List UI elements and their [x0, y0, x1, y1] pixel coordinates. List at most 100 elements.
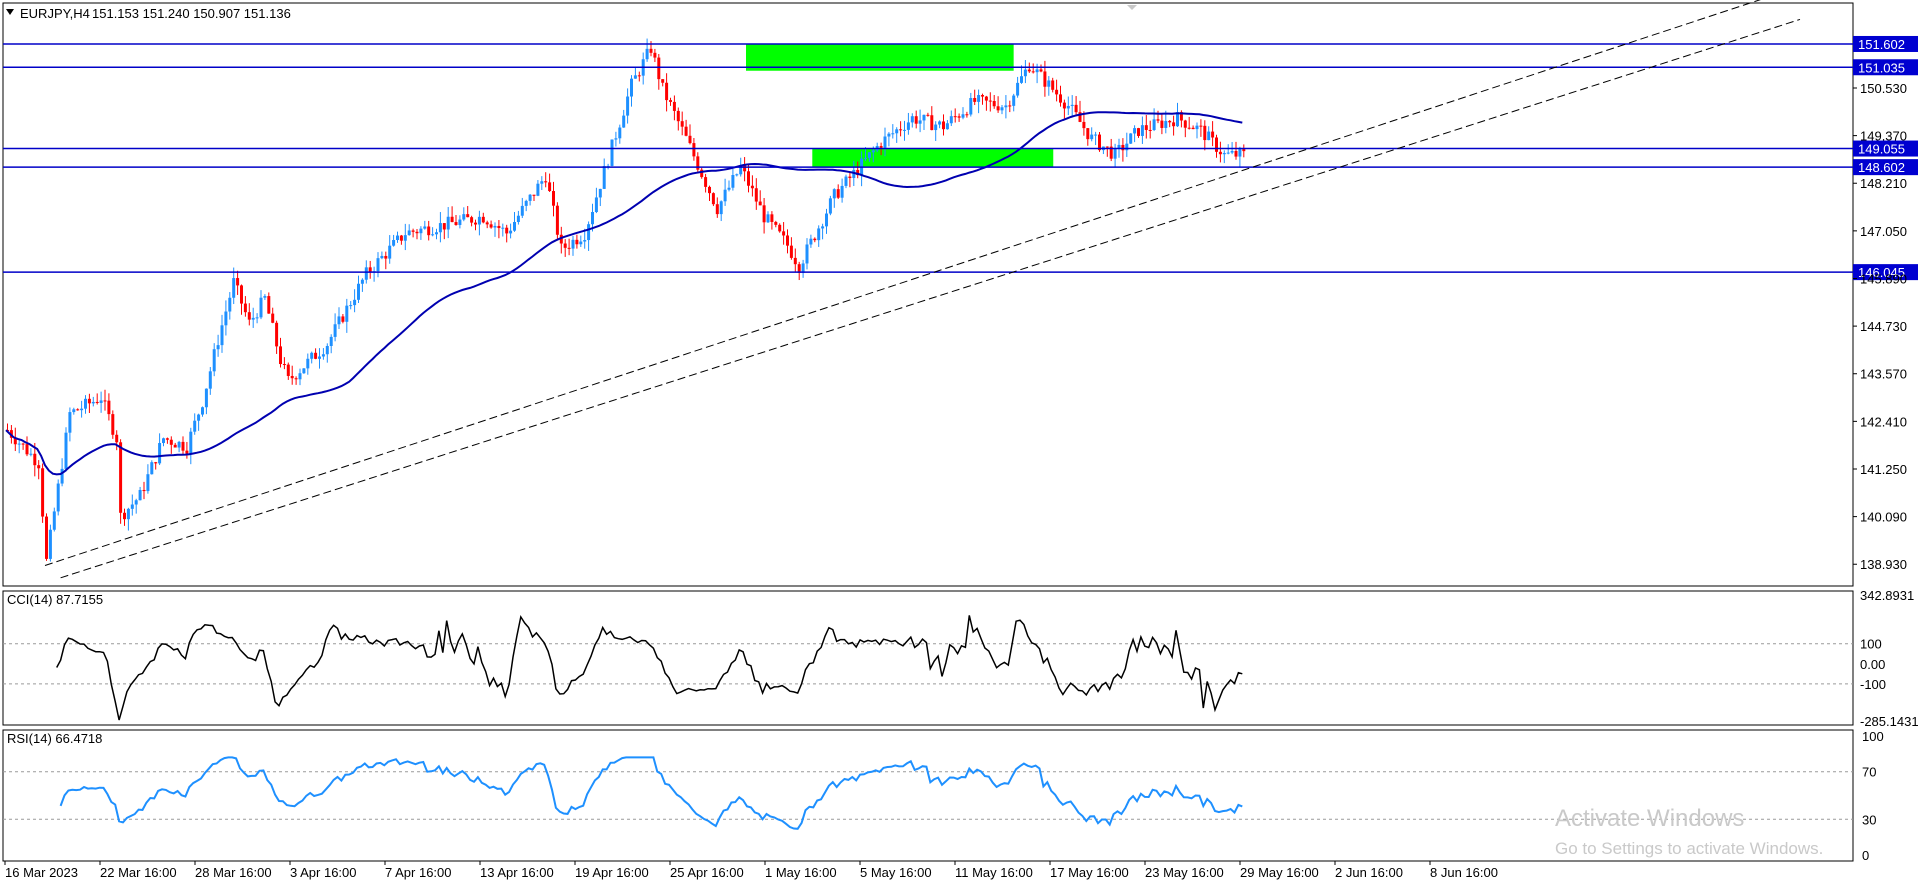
candle-body[interactable]	[438, 223, 442, 233]
candle-body[interactable]	[84, 398, 87, 409]
candle-body[interactable]	[298, 373, 302, 380]
candle-body[interactable]	[388, 245, 392, 259]
candle-body[interactable]	[481, 216, 485, 223]
candle-body[interactable]	[1152, 119, 1156, 131]
candle-body[interactable]	[973, 97, 977, 102]
candle-body[interactable]	[1164, 120, 1168, 128]
candle-body[interactable]	[181, 441, 185, 451]
trendline-1[interactable]	[44, 0, 1800, 566]
candle-body[interactable]	[700, 169, 704, 178]
candle-body[interactable]	[1086, 128, 1090, 140]
candle-body[interactable]	[423, 226, 427, 229]
candle-body[interactable]	[193, 420, 197, 432]
candle-body[interactable]	[462, 214, 466, 220]
candle-body[interactable]	[766, 214, 770, 223]
candle-body[interactable]	[485, 222, 489, 225]
candle-body[interactable]	[1035, 69, 1039, 73]
candle-body[interactable]	[747, 171, 750, 186]
candle-body[interactable]	[579, 241, 583, 245]
candle-body[interactable]	[216, 345, 220, 350]
candle-body[interactable]	[680, 121, 684, 127]
candle-body[interactable]	[1066, 105, 1070, 109]
ma-path[interactable]	[5, 111, 1243, 476]
candle-body[interactable]	[1105, 146, 1109, 148]
candle-body[interactable]	[1047, 80, 1051, 87]
candle-body[interactable]	[692, 143, 696, 157]
candle-body[interactable]	[1230, 150, 1234, 153]
candle-body[interactable]	[965, 114, 969, 116]
candle-body[interactable]	[255, 317, 259, 319]
candle-body[interactable]	[988, 100, 992, 102]
candle-body[interactable]	[895, 129, 899, 134]
candle-body[interactable]	[442, 223, 446, 230]
candle-body[interactable]	[403, 235, 407, 241]
candle-body[interactable]	[789, 245, 793, 258]
candle-body[interactable]	[446, 216, 450, 230]
candle-body[interactable]	[111, 414, 115, 435]
candle-body[interactable]	[793, 257, 797, 265]
candle-body[interactable]	[411, 230, 415, 232]
candle-body[interactable]	[1203, 125, 1207, 141]
candle-body[interactable]	[1140, 125, 1144, 136]
candle-body[interactable]	[37, 465, 41, 469]
candle-body[interactable]	[622, 115, 626, 128]
candle-body[interactable]	[505, 227, 509, 234]
candle-body[interactable]	[282, 364, 286, 366]
candle-body[interactable]	[158, 443, 162, 464]
candle-body[interactable]	[587, 224, 591, 241]
candle-body[interactable]	[684, 126, 688, 136]
candle-body[interactable]	[165, 438, 169, 440]
candle-body[interactable]	[598, 188, 602, 198]
cci-line[interactable]	[56, 614, 1243, 721]
candle-body[interactable]	[384, 255, 388, 259]
candle-body[interactable]	[1039, 69, 1043, 72]
candle-body[interactable]	[68, 412, 72, 433]
candle-body[interactable]	[825, 213, 828, 227]
candle-body[interactable]	[380, 255, 384, 259]
candle-body[interactable]	[844, 176, 848, 186]
candle-body[interactable]	[559, 234, 563, 244]
trendline-2[interactable]	[60, 18, 1801, 579]
candle-body[interactable]	[310, 352, 314, 359]
candle-body[interactable]	[251, 317, 255, 320]
candle-body[interactable]	[64, 432, 68, 469]
candle-body[interactable]	[840, 185, 844, 198]
candle-body[interactable]	[591, 212, 594, 225]
candle-body[interactable]	[1187, 127, 1191, 129]
candle-body[interactable]	[1109, 146, 1113, 159]
candle-body[interactable]	[696, 156, 700, 170]
candle-body[interactable]	[961, 114, 965, 118]
rsi-pane[interactable]: 100 70 30 0	[2, 729, 1884, 863]
candle-body[interactable]	[532, 194, 536, 196]
candle-body[interactable]	[501, 227, 505, 229]
candle-body[interactable]	[279, 346, 282, 365]
candle-body[interactable]	[583, 240, 587, 242]
candle-body[interactable]	[1168, 120, 1172, 123]
candle-body[interactable]	[497, 225, 501, 229]
candle-body[interactable]	[805, 244, 809, 264]
candle-body[interactable]	[48, 529, 52, 559]
candle-body[interactable]	[708, 186, 711, 194]
candle-body[interactable]	[513, 221, 516, 231]
candle-body[interactable]	[743, 165, 747, 172]
candle-body[interactable]	[864, 157, 867, 159]
candle-body[interactable]	[173, 444, 177, 448]
candle-body[interactable]	[945, 123, 949, 130]
candle-body[interactable]	[809, 238, 813, 245]
candle-body[interactable]	[1176, 112, 1179, 127]
candle-body[interactable]	[1121, 144, 1125, 151]
candle-body[interactable]	[731, 175, 735, 188]
trendlines[interactable]	[44, 0, 1801, 579]
candle-body[interactable]	[524, 200, 528, 206]
candle-body[interactable]	[821, 226, 825, 229]
candle-body[interactable]	[21, 443, 25, 445]
candle-body[interactable]	[29, 453, 33, 455]
candle-body[interactable]	[290, 375, 294, 379]
candle-body[interactable]	[360, 279, 364, 284]
candle-body[interactable]	[302, 368, 306, 374]
candle-body[interactable]	[41, 468, 45, 517]
candle-body[interactable]	[185, 450, 189, 454]
candle-body[interactable]	[87, 398, 91, 404]
candle-body[interactable]	[1183, 120, 1187, 128]
candle-body[interactable]	[224, 311, 228, 326]
